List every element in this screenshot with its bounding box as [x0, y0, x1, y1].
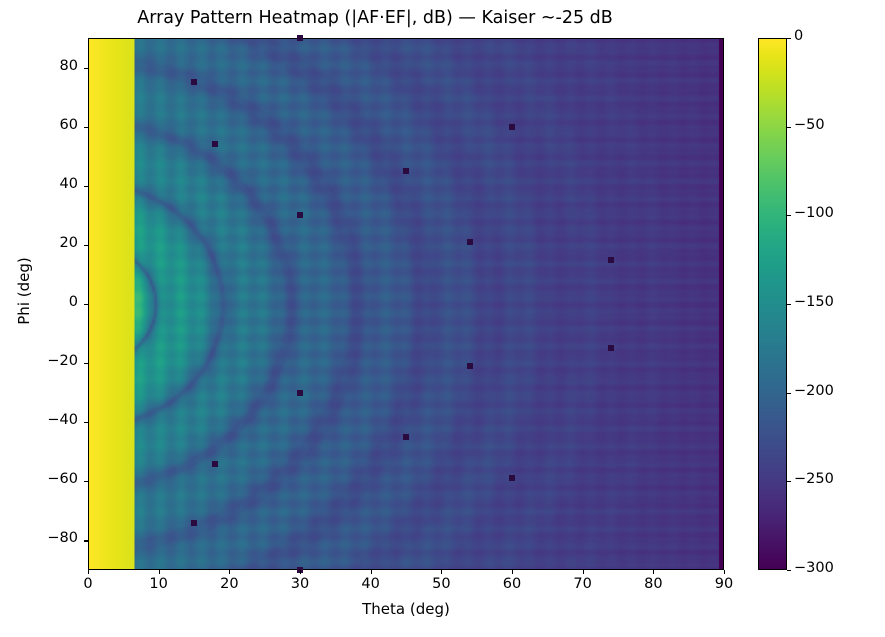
- x-tick-mark: [724, 570, 726, 574]
- x-tick-mark: [370, 570, 372, 574]
- x-tick-label: 40: [361, 576, 380, 592]
- colorbar-tick-mark: [787, 304, 791, 306]
- x-tick-mark: [158, 570, 160, 574]
- x-tick-label: 90: [714, 576, 734, 592]
- colorbar-tick-mark: [787, 38, 791, 40]
- y-axis-title: Phi (deg): [15, 257, 33, 325]
- y-tick-mark: [84, 67, 88, 69]
- colorbar-gradient: [759, 39, 786, 569]
- colorbar-tick-label: −200: [794, 382, 834, 399]
- x-tick-label: 0: [83, 576, 93, 592]
- colorbar-tick-mark: [787, 570, 791, 572]
- x-tick-mark: [88, 570, 90, 574]
- colorbar-tick-label: 0: [794, 28, 804, 44]
- y-tick-mark: [84, 422, 88, 424]
- colorbar-tick-label: −100: [794, 205, 834, 222]
- x-tick-mark: [300, 570, 302, 574]
- colorbar-tick-label: −150: [794, 294, 834, 310]
- x-tick-mark: [441, 570, 443, 574]
- y-tick-mark: [84, 244, 88, 246]
- y-tick-label: −20: [47, 353, 78, 370]
- y-tick-mark: [84, 185, 88, 187]
- x-tick-label: 70: [573, 576, 592, 592]
- colorbar-tick-mark: [787, 481, 791, 483]
- colorbar-tick-mark: [787, 126, 791, 128]
- y-tick-label: 60: [59, 116, 78, 133]
- x-tick-mark: [653, 570, 655, 574]
- y-tick-mark: [84, 540, 88, 542]
- x-tick-mark: [229, 570, 231, 574]
- colorbar[interactable]: [758, 38, 787, 570]
- x-tick-mark: [582, 570, 584, 574]
- y-tick-mark: [84, 126, 88, 128]
- chart-title: Array Pattern Heatmap (|AF·EF|, dB) — Ka…: [137, 8, 613, 28]
- y-tick-label: 20: [59, 234, 78, 251]
- heatmap-image: [89, 39, 723, 569]
- y-tick-label: −40: [47, 412, 78, 429]
- y-tick-label: −60: [47, 471, 78, 488]
- colorbar-tick-mark: [787, 215, 791, 217]
- y-tick-label: 40: [59, 175, 78, 192]
- x-tick-label: 50: [432, 576, 451, 592]
- heatmap-axes[interactable]: [88, 38, 724, 570]
- x-tick-label: 60: [502, 576, 522, 592]
- y-tick-mark: [84, 481, 88, 483]
- x-tick-label: 20: [220, 576, 239, 592]
- x-tick-label: 30: [290, 576, 310, 592]
- y-tick-label: 80: [59, 57, 78, 74]
- x-tick-label: 80: [644, 576, 663, 592]
- y-tick-mark: [84, 304, 88, 306]
- colorbar-tick-label: −250: [794, 471, 834, 488]
- y-tick-label: 0: [68, 294, 78, 310]
- x-axis-title: Theta (deg): [362, 600, 450, 618]
- y-tick-mark: [84, 363, 88, 365]
- y-tick-label: −80: [47, 530, 78, 547]
- colorbar-tick-mark: [787, 392, 791, 394]
- colorbar-tick-label: −300: [794, 560, 834, 576]
- x-tick-label: 10: [149, 576, 168, 592]
- x-tick-mark: [512, 570, 514, 574]
- colorbar-tick-label: −50: [794, 116, 825, 133]
